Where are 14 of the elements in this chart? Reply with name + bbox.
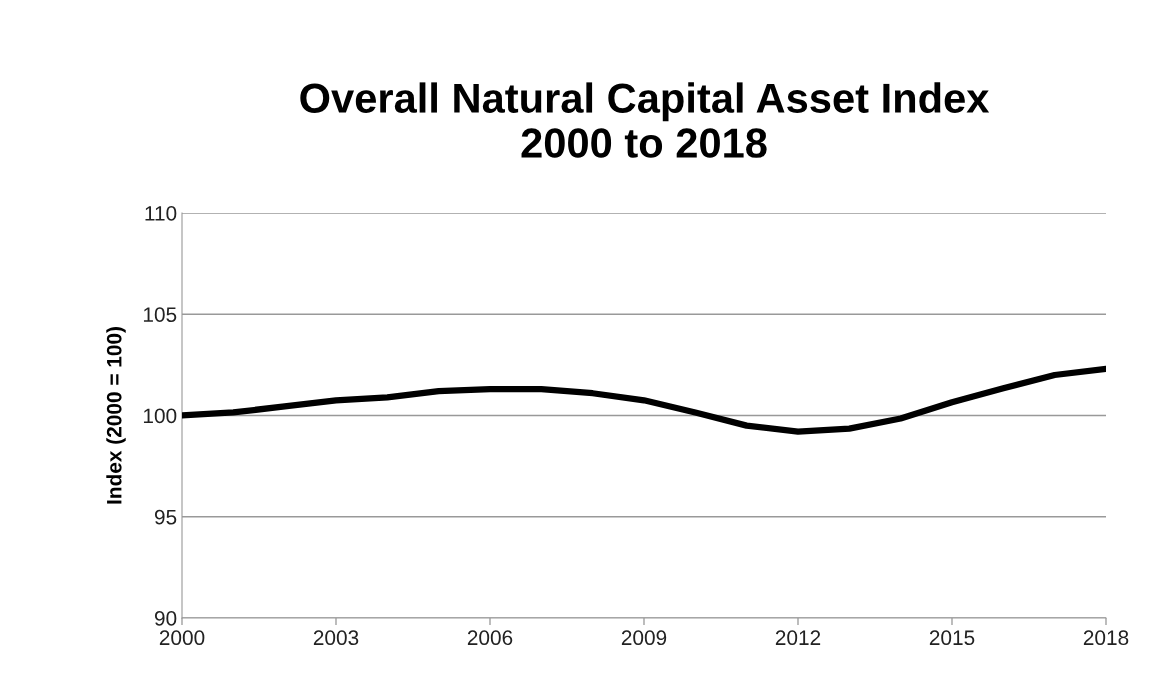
y-tick-label: 110: [145, 206, 177, 221]
x-tick-label: 2000: [159, 630, 205, 646]
x-tick-label: 2009: [621, 630, 667, 646]
y-tick-label: 100: [143, 408, 177, 424]
x-tick-label: 2012: [775, 630, 821, 646]
x-tick-label: 2018: [1083, 630, 1129, 646]
chart-title: Overall Natural Capital Asset Index 2000 to 2018: [300, 82, 990, 158]
x-tick-label: 2015: [929, 630, 975, 646]
x-tick-label: 2006: [467, 630, 513, 646]
y-axis-title: Index (2000 = 100): [106, 327, 126, 504]
y-tick-label: 90: [154, 611, 177, 626]
y-tick-label: 105: [143, 307, 177, 322]
y-tick-label: 95: [154, 509, 177, 525]
x-tick-label: 2003: [313, 630, 359, 646]
